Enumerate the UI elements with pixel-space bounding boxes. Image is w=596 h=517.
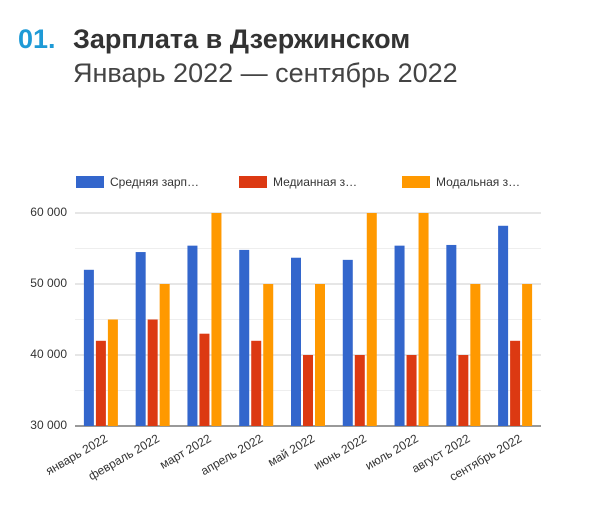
- bar: [291, 257, 301, 426]
- bar: [239, 249, 250, 426]
- page-title: Зарплата в Дзержинском: [73, 24, 411, 54]
- bar: [394, 245, 405, 426]
- bar: [446, 244, 457, 426]
- bar: [498, 225, 509, 426]
- bar: [303, 355, 313, 426]
- y-tick-label: 60 000: [30, 205, 67, 219]
- legend-label: Средняя зарп…: [110, 175, 199, 189]
- y-tick-label: 40 000: [30, 347, 67, 361]
- bar: [458, 355, 469, 426]
- bar: [470, 284, 481, 426]
- bar: [510, 340, 521, 426]
- bar: [135, 252, 146, 426]
- bar: [147, 319, 158, 426]
- legend-swatch: [402, 176, 430, 188]
- legend-swatch: [76, 176, 104, 188]
- bar: [342, 259, 353, 426]
- y-tick-label: 50 000: [30, 276, 67, 290]
- x-tick-label: май 2022: [265, 431, 317, 469]
- bar: [251, 340, 262, 426]
- bar: [107, 319, 118, 426]
- bar: [522, 284, 533, 426]
- bar: [83, 269, 94, 426]
- bar: [187, 245, 198, 426]
- bar: [354, 355, 365, 426]
- legend-swatch: [239, 176, 267, 188]
- bar: [95, 340, 106, 426]
- legend-label: Модальная з…: [436, 175, 520, 189]
- y-tick-label: 30 000: [30, 418, 67, 432]
- bar: [199, 333, 210, 426]
- x-tick-label: июнь 2022: [311, 431, 369, 473]
- section-number: 01.: [18, 24, 56, 54]
- page-subtitle: Январь 2022 — сентябрь 2022: [73, 58, 458, 88]
- bar: [406, 355, 417, 426]
- bar: [263, 284, 274, 426]
- bar: [211, 213, 222, 426]
- bar: [418, 213, 429, 426]
- bar: [159, 284, 170, 426]
- bar: [315, 284, 325, 426]
- bar: [366, 213, 377, 426]
- legend-label: Медианная з…: [273, 175, 357, 189]
